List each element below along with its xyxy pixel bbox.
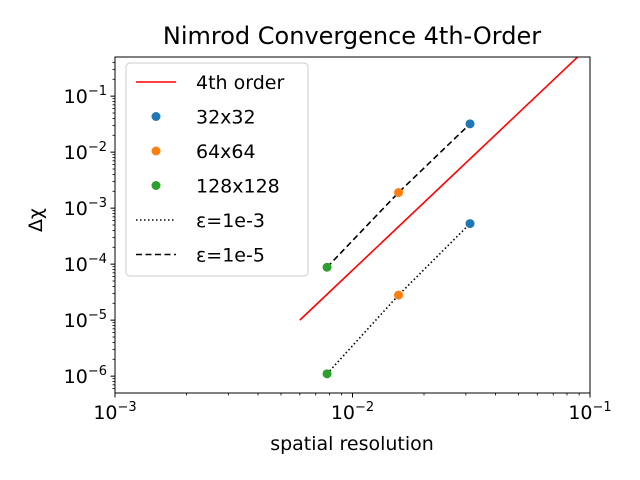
y-tick-label: 10−6 bbox=[64, 364, 107, 388]
legend-label: ε=1e-5 bbox=[196, 245, 265, 267]
reference-line-4th-order bbox=[299, 57, 579, 321]
legend-label: 32x32 bbox=[196, 107, 256, 129]
y-tick-label: 10−2 bbox=[64, 140, 107, 164]
legend-label: 64x64 bbox=[196, 141, 256, 163]
x-tick-label: 10−3 bbox=[93, 400, 136, 424]
line-series-dashed bbox=[326, 123, 471, 268]
legend-point-swatch bbox=[151, 146, 161, 156]
scatter-point-32x32 bbox=[465, 219, 475, 229]
scatter-point-64x64 bbox=[394, 290, 404, 300]
scatter-point-32x32 bbox=[465, 119, 475, 129]
y-tick-label: 10−4 bbox=[64, 252, 107, 276]
chart-title: Nimrod Convergence 4th-Order bbox=[163, 22, 541, 50]
scatter-point-128x128 bbox=[322, 262, 332, 272]
axes: 10−3 10−2 10−1 10−6 10−5 10−4 10−3 10−2 10−1 bbox=[64, 56, 612, 424]
plot-area bbox=[299, 57, 579, 379]
scatter-point-128x128 bbox=[322, 369, 332, 379]
scatter-point-64x64 bbox=[394, 188, 404, 198]
y-axis-label: Δχ bbox=[25, 208, 47, 232]
x-tick-label: 10−1 bbox=[568, 400, 611, 424]
y-tick-label: 10−5 bbox=[64, 308, 107, 332]
legend: 4th order 32x32 64x64 128x128 ε=1e-3 ε=1e-5 bbox=[125, 62, 309, 277]
y-tick-label: 10−3 bbox=[64, 196, 107, 220]
legend-point-swatch bbox=[151, 181, 161, 190]
legend-label: 4th order bbox=[196, 72, 284, 94]
y-tick-label: 10−1 bbox=[64, 84, 107, 108]
legend-point-swatch bbox=[151, 112, 161, 121]
x-axis-label: spatial resolution bbox=[270, 433, 434, 455]
legend-label: ε=1e-3 bbox=[196, 210, 265, 232]
x-tick-label: 10−2 bbox=[331, 400, 374, 424]
plot-content bbox=[299, 57, 579, 379]
legend-label: 128x128 bbox=[196, 176, 280, 198]
legend-box bbox=[125, 62, 309, 277]
